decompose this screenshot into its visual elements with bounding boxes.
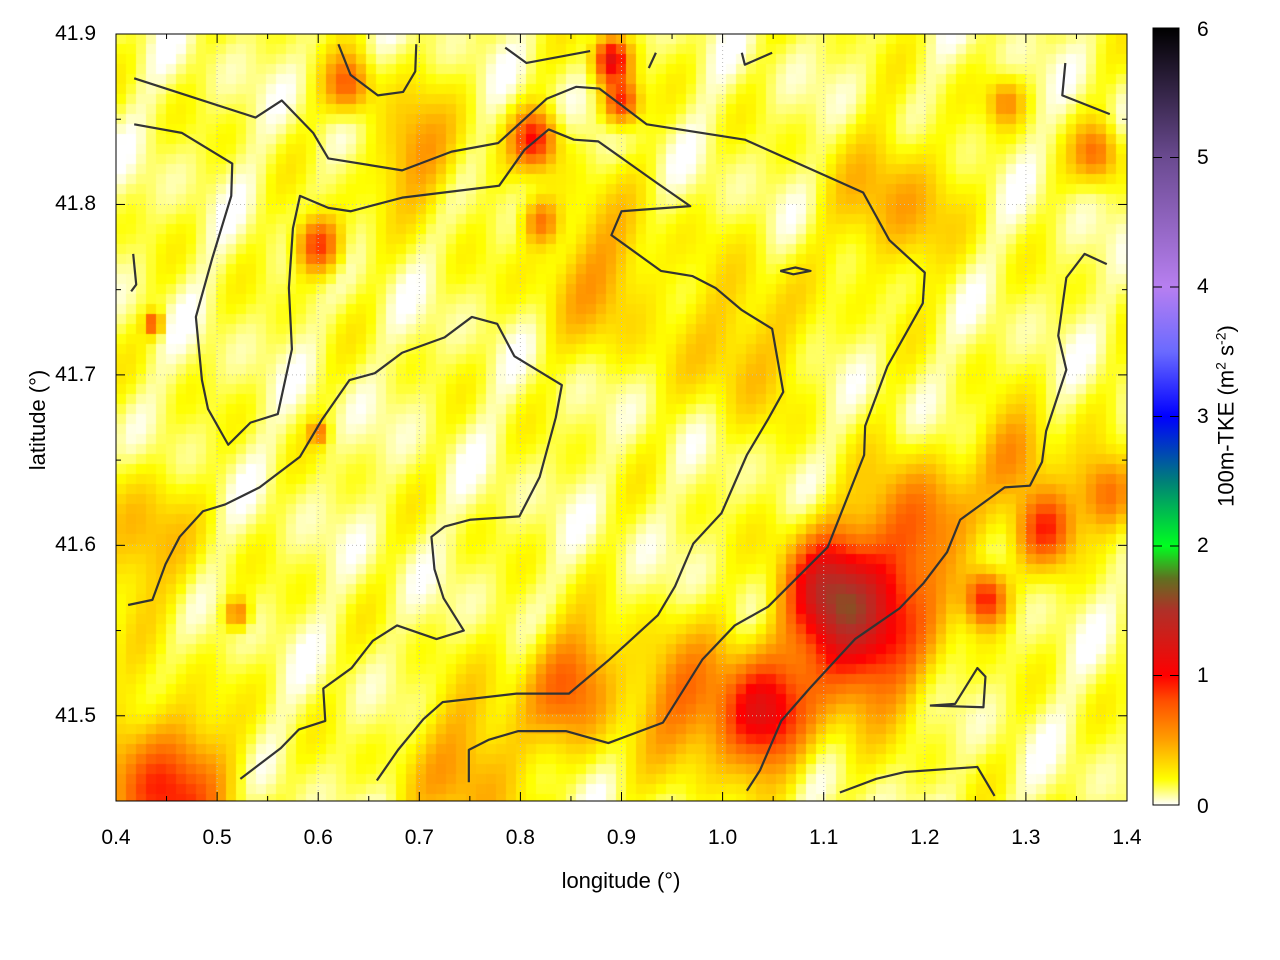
contour-line (127, 315, 563, 780)
colorbar-label: 100m-TKE (m2 s-2) (1212, 325, 1239, 507)
x-tick-label: 1.3 (1011, 826, 1041, 849)
colorbar-tick-label: 3 (1197, 404, 1209, 428)
colorbar-tick-label: 6 (1197, 18, 1209, 41)
y-axis-label: latitude (°) (25, 369, 50, 471)
x-tick-label: 0.8 (505, 826, 535, 849)
y-tick-label: 41.7 (55, 362, 96, 386)
contour-line (130, 253, 138, 293)
x-tick-label: 0.9 (606, 826, 637, 849)
colorbar-tick-label: 2 (1197, 534, 1209, 557)
contour-line (647, 52, 657, 69)
x-tick-label: 1.4 (1112, 826, 1142, 849)
heatmap (116, 34, 1127, 801)
contour-line (745, 252, 1108, 792)
contour-lines (127, 43, 1111, 797)
contour-line (134, 123, 785, 782)
y-tick-label: 41.9 (55, 22, 96, 45)
colorbar-tick-label: 1 (1197, 663, 1209, 687)
x-tick-label: 1.1 (809, 826, 839, 849)
x-tick-label: 0.5 (202, 826, 232, 849)
y-tick-label: 41.8 (55, 192, 96, 216)
x-axis-label: longitude (°) (561, 868, 681, 893)
axis-ticks (115, 33, 1128, 802)
contour-line (133, 77, 926, 783)
contour-line (929, 666, 987, 709)
contour-line (504, 46, 591, 65)
y-tick-label: 41.6 (55, 533, 96, 557)
x-tick-label: 1.0 (707, 826, 738, 849)
x-tick-label: 1.2 (910, 826, 940, 849)
contour-line (839, 765, 996, 797)
x-tick-label: 0.6 (303, 826, 333, 849)
colorbar-tick-label: 4 (1197, 275, 1209, 298)
contour-line (740, 51, 773, 66)
colorbar-ticks (1153, 27, 1179, 806)
contour-line (1061, 62, 1111, 116)
y-tick-label: 41.5 (55, 703, 96, 727)
x-tick-label: 0.4 (101, 826, 131, 849)
colorbar-tick-label: 0 (1197, 795, 1209, 818)
x-tick-label: 0.7 (404, 826, 434, 849)
contour-line (337, 43, 418, 97)
contour-line (779, 266, 812, 276)
colorbar-tick-label: 5 (1197, 145, 1209, 169)
